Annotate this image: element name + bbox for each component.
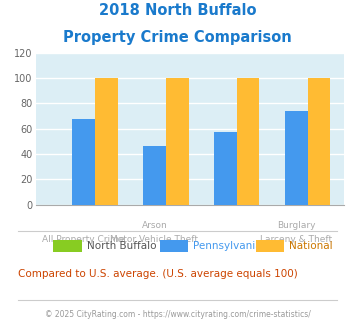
Text: Motor Vehicle Theft: Motor Vehicle Theft <box>110 235 198 244</box>
Text: All Property Crime: All Property Crime <box>42 235 125 244</box>
Text: Property Crime Comparison: Property Crime Comparison <box>63 30 292 45</box>
Text: Pennsylvania: Pennsylvania <box>193 241 262 251</box>
Text: Compared to U.S. average. (U.S. average equals 100): Compared to U.S. average. (U.S. average … <box>18 269 297 279</box>
Text: Larceny & Theft: Larceny & Theft <box>260 235 332 244</box>
Bar <box>237 78 260 205</box>
Bar <box>72 118 95 205</box>
Text: © 2025 CityRating.com - https://www.cityrating.com/crime-statistics/: © 2025 CityRating.com - https://www.city… <box>45 310 310 319</box>
Bar <box>166 78 189 205</box>
Text: National: National <box>289 241 333 251</box>
Text: North Buffalo: North Buffalo <box>87 241 157 251</box>
Text: 2018 North Buffalo: 2018 North Buffalo <box>99 3 256 18</box>
Bar <box>143 147 166 205</box>
Bar <box>95 78 118 205</box>
Bar <box>308 78 330 205</box>
Bar <box>214 132 237 205</box>
Text: Arson: Arson <box>142 221 167 230</box>
Bar <box>285 111 308 205</box>
Text: Burglary: Burglary <box>277 221 316 230</box>
